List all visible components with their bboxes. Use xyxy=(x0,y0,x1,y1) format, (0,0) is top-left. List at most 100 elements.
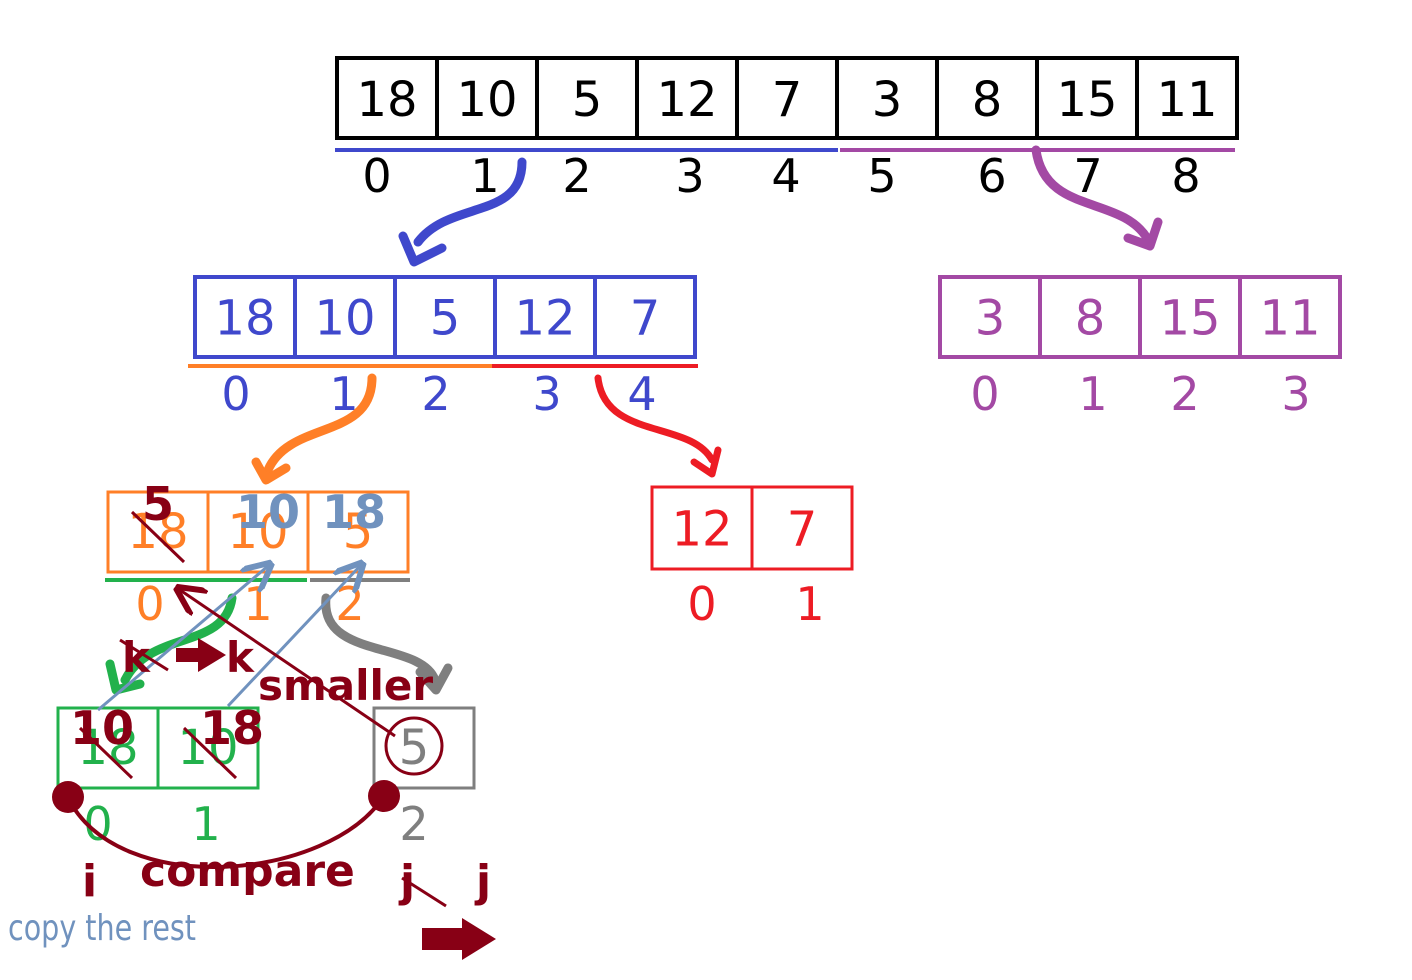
top-array-frame xyxy=(335,56,1239,140)
merge-copy-lines xyxy=(97,566,360,712)
orange-split-arrow xyxy=(263,373,377,475)
gray-sub-index-label: 2 xyxy=(399,797,428,851)
k-increment-arrow xyxy=(176,638,226,672)
left-right-cell-value: 12 xyxy=(671,501,732,557)
j-increment-arrow xyxy=(422,918,496,960)
left-left-cell-value: 5 xyxy=(343,504,374,560)
gray-sub-cell-value: 5 xyxy=(399,720,430,776)
top-array-index-label: 5 xyxy=(867,149,896,203)
smaller-label: smaller xyxy=(258,661,433,710)
left-half-frame xyxy=(193,275,697,359)
copy-rest-label: copy the rest xyxy=(8,908,196,949)
right-half-cell-value: 3 xyxy=(975,290,1006,346)
top-array-index-label: 6 xyxy=(977,149,1006,203)
top-array-cell-value: 11 xyxy=(1156,72,1217,128)
red-split-arrow xyxy=(594,374,716,464)
red-split-arrowhead xyxy=(690,446,722,478)
j-new-label: j xyxy=(474,856,491,907)
top-array-index-label: 3 xyxy=(675,149,704,203)
blue-split-arrowhead xyxy=(398,231,447,267)
left-half-cell-value: 18 xyxy=(214,290,275,346)
top-array-cell-value: 15 xyxy=(1056,72,1117,128)
gray-split-arrowhead xyxy=(415,663,453,695)
copy-line-18 xyxy=(226,566,360,708)
left-half-index-label: 3 xyxy=(532,367,561,421)
left-half-cell-value: 5 xyxy=(430,290,461,346)
copy-line-10 xyxy=(97,566,268,712)
j-old-strike xyxy=(401,876,447,908)
top-array-index-label: 0 xyxy=(362,149,391,203)
right-half-index-label: 2 xyxy=(1170,367,1199,421)
green-sub-index-label: 1 xyxy=(191,797,220,851)
i-pointer-label: i xyxy=(82,856,97,907)
left-right-index-label: 1 xyxy=(795,577,824,631)
top-array-index-label: 8 xyxy=(1171,149,1200,203)
i-pointer-dot xyxy=(52,781,84,813)
annotations: k k smaller compare i j j copy the rest xyxy=(8,633,491,949)
left-half-index-label: 4 xyxy=(627,367,656,421)
left-left-merged-value: 18 xyxy=(322,485,386,539)
blue-split-arrow xyxy=(413,157,527,247)
left-left-merged-value: 10 xyxy=(236,485,300,539)
top-array: 18 10 5 12 7 3 8 15 110 1 2 3 4 5 6 7 8 xyxy=(335,56,1239,203)
green-sub-sorted-value: 10 xyxy=(70,701,134,755)
green-sub-strike-1 xyxy=(182,726,238,780)
left-half-cell-value: 12 xyxy=(514,290,575,346)
left-half-index-label: 2 xyxy=(421,367,450,421)
green-split-arrow xyxy=(120,593,237,685)
gray-split-arrow xyxy=(321,593,440,685)
top-array-index-label: 4 xyxy=(771,149,800,203)
j-pointer-dot xyxy=(368,780,400,812)
top-array-cell-value: 5 xyxy=(572,72,603,128)
right-half-array: 3 8 15 11 0 1 2 3 xyxy=(938,275,1342,421)
purple-split-arrow xyxy=(1031,145,1152,243)
left-left-array: 18 10 50 1 25 10 18 xyxy=(106,477,410,631)
left-half-cell-value: 10 xyxy=(314,290,375,346)
left-half-array: 18 10 5 12 70 1 2 3 4 xyxy=(193,275,697,421)
top-array-cell-value: 7 xyxy=(772,72,803,128)
top-array-cell-value: 12 xyxy=(656,72,717,128)
gray-sub-frame xyxy=(372,706,476,790)
left-half-cell-value: 7 xyxy=(630,290,661,346)
green-sub-cell-value: 10 xyxy=(177,720,238,776)
green-sub-strike-0 xyxy=(78,726,134,780)
compare-label: compare xyxy=(140,846,355,897)
orange-split-arrowhead xyxy=(251,457,291,485)
top-array-index-label: 1 xyxy=(470,149,499,203)
left-right-index-label: 0 xyxy=(687,577,716,631)
top-array-cell-value: 18 xyxy=(356,72,417,128)
left-half-index-label: 0 xyxy=(221,367,250,421)
top-array-cell-value: 10 xyxy=(456,72,517,128)
top-array-cell-value: 8 xyxy=(972,72,1003,128)
purple-split-arrowhead xyxy=(1123,217,1163,251)
k-old-strike xyxy=(119,638,169,672)
left-left-merged-value: 5 xyxy=(142,477,174,531)
left-right-array: 12 7 0 1 xyxy=(650,485,854,631)
right-half-index-label: 1 xyxy=(1078,367,1107,421)
top-array-cell-value: 3 xyxy=(872,72,903,128)
left-left-index-label: 2 xyxy=(335,577,364,631)
left-left-index-label: 0 xyxy=(135,577,164,631)
smaller-element-circle xyxy=(384,716,444,776)
right-half-cell-value: 11 xyxy=(1259,290,1320,346)
right-half-cell-value: 8 xyxy=(1075,290,1106,346)
green-sub-sorted-value: 18 xyxy=(200,701,264,755)
left-left-cell-value: 18 xyxy=(127,504,188,560)
top-array-index-label: 7 xyxy=(1073,149,1102,203)
green-subarray: 18 100 110 18 xyxy=(56,701,264,851)
k-new-label: k xyxy=(226,633,255,682)
green-split-arrowhead xyxy=(105,659,145,695)
right-half-index-label: 0 xyxy=(970,367,999,421)
right-half-cell-value: 15 xyxy=(1159,290,1220,346)
green-sub-cell-value: 18 xyxy=(77,720,138,776)
left-left-cell-value: 10 xyxy=(227,504,288,560)
top-array-index-label: 2 xyxy=(562,149,591,203)
gray-subarray: 52 xyxy=(372,706,476,851)
left-left-strike-0 xyxy=(130,510,186,564)
compare-arc xyxy=(66,794,386,869)
right-half-index-label: 3 xyxy=(1281,367,1310,421)
split-arrows xyxy=(105,145,1163,695)
smaller-arrow xyxy=(180,590,396,738)
left-right-cell-value: 7 xyxy=(787,501,818,557)
